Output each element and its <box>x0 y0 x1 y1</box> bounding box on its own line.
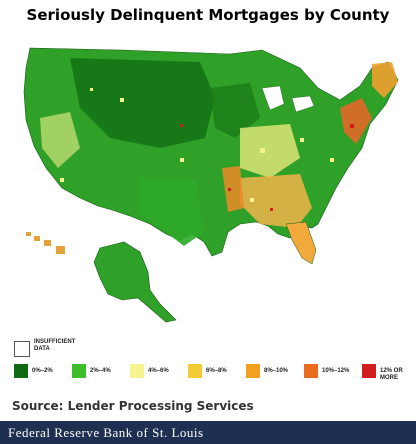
legend-item-5: 10%–12% <box>304 364 349 378</box>
legend-item-6: 12% OR MORE <box>362 364 406 382</box>
legend-swatch <box>14 364 28 378</box>
legend-swatch <box>130 364 144 378</box>
florida <box>285 221 317 265</box>
source-note: Source: Lender Processing Services <box>12 399 254 413</box>
region-dark-plains <box>70 58 215 148</box>
great-lakes <box>261 85 315 113</box>
map-svg <box>23 47 399 323</box>
legend-label: 2%–4% <box>90 368 111 374</box>
legend-item-3: 6%–8% <box>188 364 227 378</box>
region-red-northeast <box>340 98 372 144</box>
footer-brand: Federal Reserve Bank of St. Louis <box>0 421 416 444</box>
county-speckles-red <box>180 124 354 211</box>
alaska <box>93 241 177 323</box>
region-texas <box>140 178 204 246</box>
hawaii <box>26 232 65 254</box>
region-yellow-west <box>40 112 80 168</box>
county-speckles <box>60 88 334 202</box>
region-maine <box>372 62 398 98</box>
insufficient-data-legend: INSUFFICIENT DATA <box>14 339 76 357</box>
legend-label: 4%–6% <box>148 368 169 374</box>
color-legend: 0%–2% 2%–4% 4%–6% 6%–8% 8%–10% 10%–12% 1… <box>14 364 406 384</box>
legend-item-1: 2%–4% <box>72 364 111 378</box>
legend-swatch <box>304 364 318 378</box>
legend-item-4: 8%–10% <box>246 364 288 378</box>
legend-label: 0%–2% <box>32 368 53 374</box>
us-county-map <box>0 28 416 328</box>
region-dark-northeast-belt <box>210 83 260 138</box>
map-title: Seriously Delinquent Mortgages by County <box>26 6 390 24</box>
legend-label: 8%–10% <box>264 368 289 374</box>
insufficient-label: INSUFFICIENT DATA <box>34 339 76 352</box>
insufficient-swatch <box>14 341 30 357</box>
legend-swatch <box>246 364 260 378</box>
legend-item-2: 4%–6% <box>130 364 169 378</box>
legend-label: 12% OR MORE <box>380 368 403 381</box>
legend-item-0: 0%–2% <box>14 364 53 378</box>
legend-swatch <box>362 364 376 378</box>
legend-swatch <box>188 364 202 378</box>
legend-swatch <box>72 364 86 378</box>
region-orange-mississippi <box>222 166 244 212</box>
legend-label: 10%–12% <box>322 368 350 374</box>
legend-label: 6%–8% <box>206 368 227 374</box>
region-yellow-midwest <box>240 124 300 178</box>
region-orange-southeast <box>240 174 312 228</box>
